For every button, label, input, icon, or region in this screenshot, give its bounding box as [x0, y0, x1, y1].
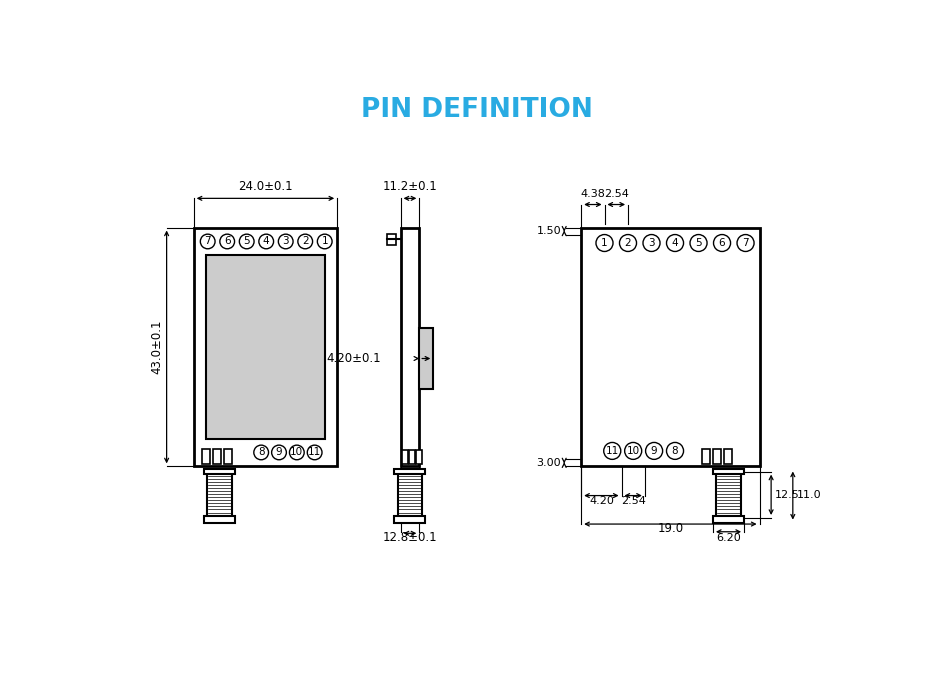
Circle shape — [667, 443, 684, 460]
Bar — [206, 472, 232, 518]
Circle shape — [239, 234, 254, 249]
Text: 10: 10 — [627, 446, 640, 456]
Circle shape — [604, 443, 621, 460]
Bar — [394, 469, 425, 474]
Text: 19.0: 19.0 — [658, 522, 684, 535]
Bar — [713, 449, 721, 464]
Text: 3: 3 — [648, 238, 655, 248]
Text: 7: 7 — [205, 237, 211, 246]
Bar — [193, 228, 337, 466]
Text: PIN DEFINITION: PIN DEFINITION — [361, 97, 592, 123]
Bar — [702, 449, 710, 464]
Bar — [419, 328, 433, 389]
Circle shape — [289, 445, 304, 460]
Circle shape — [713, 235, 731, 252]
Text: 10: 10 — [290, 447, 303, 458]
Circle shape — [619, 235, 636, 252]
Text: 1.50: 1.50 — [537, 226, 561, 236]
Circle shape — [667, 235, 684, 252]
Text: 4.20: 4.20 — [589, 497, 614, 506]
Text: 4: 4 — [671, 238, 678, 248]
Circle shape — [259, 234, 273, 249]
Text: 6: 6 — [224, 237, 231, 246]
Text: 12.8±0.1: 12.8±0.1 — [382, 531, 437, 544]
Text: 2: 2 — [302, 237, 309, 246]
Bar — [387, 234, 396, 245]
Circle shape — [254, 445, 269, 460]
Text: 8: 8 — [258, 447, 264, 458]
Text: 12.5: 12.5 — [775, 490, 800, 500]
Bar — [713, 516, 744, 523]
Circle shape — [272, 445, 286, 460]
Circle shape — [645, 443, 662, 460]
Bar — [402, 450, 407, 464]
Bar — [724, 449, 732, 464]
Bar — [203, 449, 210, 464]
Text: 1: 1 — [601, 238, 608, 248]
Bar — [224, 449, 232, 464]
Text: 2.54: 2.54 — [604, 189, 629, 199]
Circle shape — [298, 234, 312, 249]
Bar — [417, 450, 421, 464]
Circle shape — [643, 235, 660, 252]
Text: 43.0±0.1: 43.0±0.1 — [151, 319, 164, 374]
Bar — [716, 472, 741, 518]
Text: 11: 11 — [605, 446, 618, 456]
Circle shape — [596, 235, 613, 252]
Text: 9: 9 — [275, 447, 283, 458]
Bar — [213, 449, 221, 464]
Bar — [204, 469, 234, 474]
Bar — [713, 469, 744, 474]
Text: 11.2±0.1: 11.2±0.1 — [382, 180, 437, 193]
Text: 11.0: 11.0 — [797, 490, 821, 500]
Text: 4: 4 — [263, 237, 270, 246]
Text: 2.54: 2.54 — [620, 497, 645, 506]
Text: 11: 11 — [308, 447, 321, 458]
Circle shape — [307, 445, 322, 460]
Text: 4.38: 4.38 — [580, 189, 605, 199]
Text: 24.0±0.1: 24.0±0.1 — [238, 180, 293, 193]
Bar — [409, 450, 415, 464]
Text: 3.00: 3.00 — [537, 458, 561, 468]
Text: 6: 6 — [719, 238, 725, 248]
Circle shape — [219, 234, 234, 249]
Text: 7: 7 — [742, 238, 749, 248]
Bar — [394, 516, 425, 523]
Text: 9: 9 — [651, 446, 658, 456]
Text: 3: 3 — [283, 237, 289, 246]
Text: 2: 2 — [625, 238, 631, 248]
Bar — [204, 516, 234, 523]
Text: 5: 5 — [696, 238, 702, 248]
Circle shape — [278, 234, 293, 249]
Text: 8: 8 — [671, 446, 678, 456]
Text: 6.20: 6.20 — [716, 533, 741, 542]
Bar — [401, 228, 419, 466]
Text: 5: 5 — [244, 237, 250, 246]
Text: 4.20±0.1: 4.20±0.1 — [326, 352, 381, 365]
Circle shape — [200, 234, 215, 249]
Circle shape — [737, 235, 754, 252]
Circle shape — [625, 443, 642, 460]
Bar — [581, 228, 760, 466]
Bar — [206, 254, 325, 439]
Circle shape — [690, 235, 707, 252]
Text: 1: 1 — [322, 237, 328, 246]
Bar — [397, 472, 422, 518]
Circle shape — [317, 234, 332, 249]
